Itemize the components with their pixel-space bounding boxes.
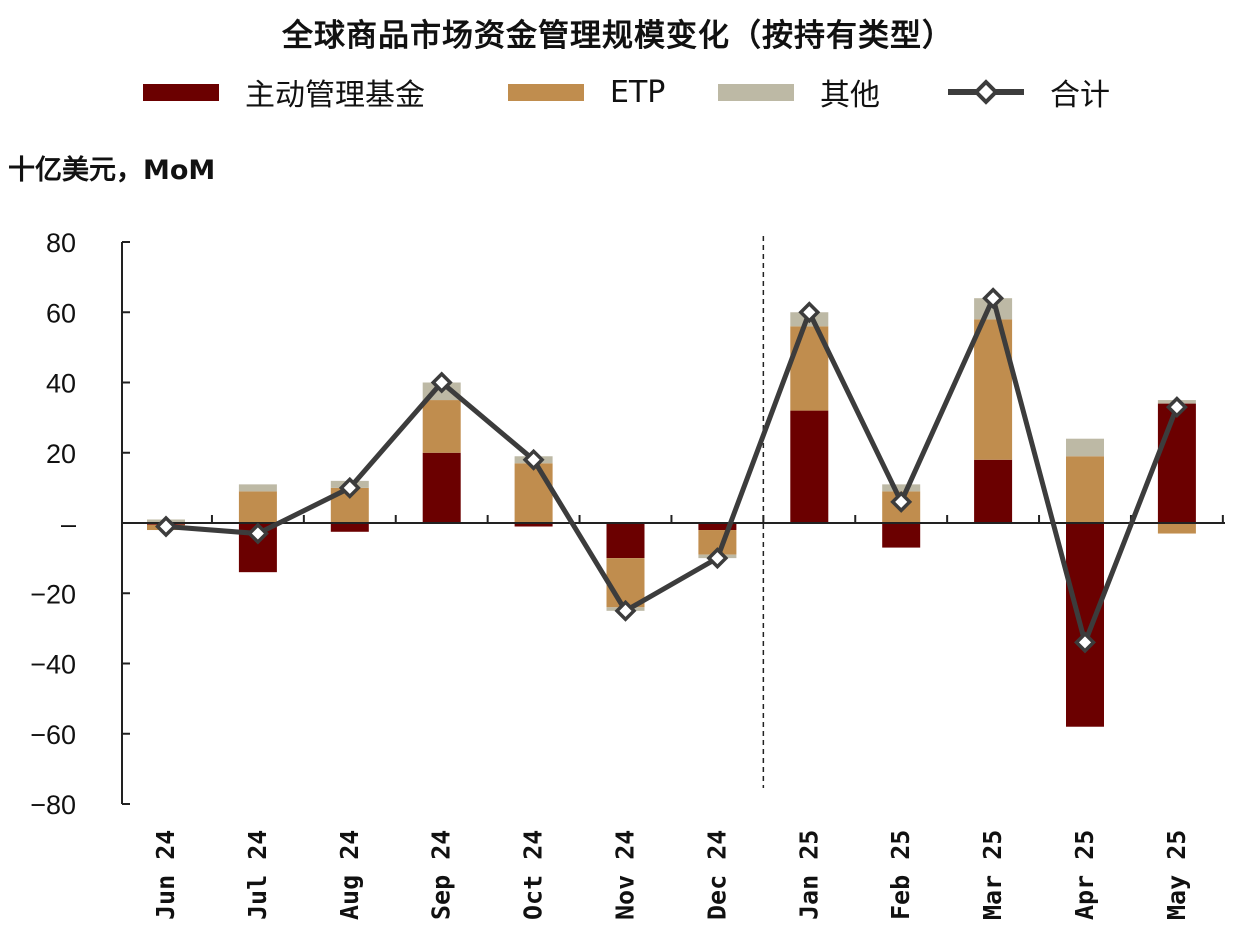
x-tick-label: Nov 24 [611, 830, 640, 920]
total-point-marker [982, 287, 1005, 310]
y-tick-label: 20 [46, 439, 76, 469]
total-point-marker [706, 547, 729, 570]
bar-etp [1157, 523, 1196, 534]
x-tick-label: May 25 [1162, 830, 1191, 920]
x-tick-label: Sep 24 [427, 830, 456, 920]
legend-item-other: 其他 [718, 70, 880, 114]
bar-active-funds [1157, 403, 1196, 523]
bar-active-funds [330, 523, 369, 532]
y-tick-label: 40 [46, 369, 76, 399]
x-tick-label: Jun 24 [151, 830, 180, 920]
legend-swatch-other [718, 83, 794, 101]
bar-etp [422, 400, 461, 453]
x-tick-label: Jan 25 [794, 830, 823, 920]
y-tick-label: −20 [30, 579, 76, 609]
bar-active-funds [882, 523, 921, 548]
total-point-marker [890, 490, 913, 513]
legend-swatch-etp [508, 83, 584, 101]
y-axis-unit-label: 十亿美元，MoM [8, 155, 216, 186]
legend-item-active-funds: 主动管理基金 [143, 70, 425, 114]
bar-etp [238, 491, 277, 523]
bar-active-funds [698, 523, 737, 531]
legend-item-etp: ETP [508, 70, 665, 114]
x-tick-label: Apr 25 [1070, 830, 1099, 920]
bar-other [1066, 438, 1104, 457]
x-tick-label: Dec 24 [702, 830, 731, 920]
total-point-marker [430, 371, 453, 394]
legend: 主动管理基金 ETP 其他 合计 [0, 70, 1236, 114]
y-tick-label: −40 [30, 650, 76, 680]
legend-label-etp: ETP [610, 74, 666, 110]
total-point-marker [522, 448, 545, 471]
y-tick-label: −80 [30, 790, 76, 820]
bar-other [238, 484, 277, 492]
x-tick-label: Mar 25 [978, 830, 1007, 920]
bar-active-funds [606, 523, 645, 559]
y-tick-label: – [61, 509, 76, 539]
chart-title: 全球商品市场资金管理规模变化（按持有类型） [282, 18, 954, 54]
bar-active-funds [422, 452, 461, 523]
legend-label-active-funds: 主动管理基金 [245, 78, 425, 113]
x-tick-label: Aug 24 [335, 830, 364, 920]
x-tick-label: Feb 25 [886, 830, 915, 920]
bar-etp [1066, 456, 1104, 523]
legend-swatch-active-funds [143, 83, 219, 101]
total-point-marker [798, 301, 821, 324]
bar-active-funds [790, 410, 829, 523]
y-tick-label: 60 [46, 298, 76, 328]
y-tick-label: −60 [30, 720, 76, 750]
bar-active-funds [974, 459, 1013, 523]
bar-etp [606, 558, 645, 608]
legend-label-total: 合计 [1050, 78, 1110, 113]
bar-active-funds [514, 523, 553, 527]
total-point-marker [614, 599, 637, 622]
bar-etp [514, 463, 553, 523]
x-tick-label: Oct 24 [519, 830, 548, 920]
total-point-marker [1074, 631, 1096, 654]
total-point-marker [338, 476, 361, 499]
x-tick-label: Jul 24 [243, 830, 272, 920]
total-point-marker [246, 522, 269, 545]
legend-line-marker-icon [948, 79, 1024, 105]
total-point-marker [155, 515, 177, 538]
total-series-line [165, 295, 1180, 645]
bar-active-funds [1066, 523, 1104, 727]
legend-item-total: 合计 [946, 70, 1110, 114]
bar-other [882, 484, 921, 492]
y-tick-label: 80 [46, 228, 76, 258]
legend-label-other: 其他 [820, 78, 880, 113]
total-point-marker [1165, 396, 1188, 419]
